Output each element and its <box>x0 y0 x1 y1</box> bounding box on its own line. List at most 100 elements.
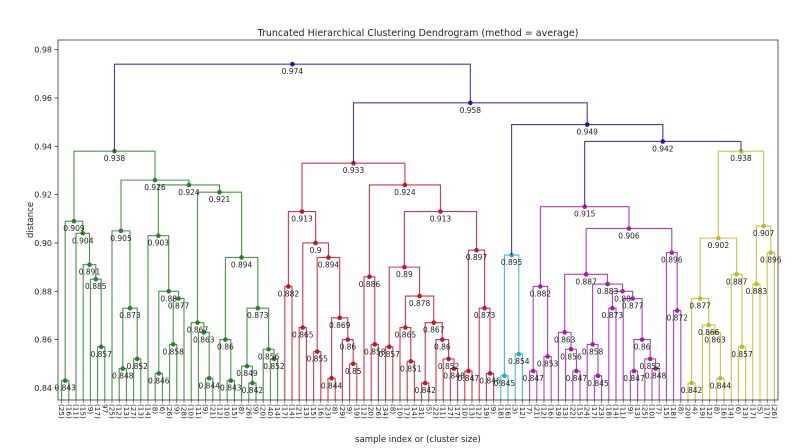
leaf-label: (24) <box>583 404 592 419</box>
merge-distance-label: 0.974 <box>282 67 304 76</box>
merge-distance-label: 0.88 <box>160 294 177 303</box>
merge-distance-label: 0.921 <box>209 195 231 204</box>
leaf-label: (15) <box>576 404 585 419</box>
merge-point <box>718 375 723 381</box>
dendrogram-link <box>665 252 678 400</box>
merge-distance-label: 0.844 <box>710 381 732 390</box>
merge-distance-label: 0.904 <box>72 236 94 245</box>
merge-distance-label: 0.933 <box>343 166 365 175</box>
merge-distance-label: 0.854 <box>508 357 530 366</box>
leaf-label: (10) <box>223 404 232 419</box>
leaf-label: (9) <box>626 404 635 414</box>
merge-distance-label: 0.863 <box>554 335 576 344</box>
merge-distance-label: 0.845 <box>587 379 609 388</box>
merge-distance-label: 0.844 <box>198 381 220 390</box>
merge-point <box>286 284 291 289</box>
merge-point <box>568 346 574 352</box>
leaf-label: (21) <box>208 404 217 419</box>
leaf-label: (16) <box>64 404 73 419</box>
leaf-label: (15) <box>79 404 88 419</box>
merge-distance-label: 0.896 <box>760 256 782 265</box>
merge-distance-label: 0.858 <box>364 347 386 356</box>
leaf-label: (9) <box>345 404 354 414</box>
y-axis-ticks: 0.84 0.86 0.88 0.90 0.92 0.94 0.96 0.98 <box>34 46 58 393</box>
merge-distance-label: 0.938 <box>104 154 126 163</box>
merge-distance-label: 0.882 <box>278 289 300 298</box>
leaf-labels: (25)(16)(11)(15)(9)(17)97(25)(12)(13)(27… <box>57 400 779 419</box>
merge-point <box>689 380 694 386</box>
merge-distance-label: 0.897 <box>466 253 488 262</box>
leaf-label: (8) <box>676 404 685 414</box>
leaf-label: (25) <box>108 404 117 419</box>
leaf-label: (18) <box>604 404 613 419</box>
leaf-label: (16) <box>504 404 513 419</box>
merge-distance-label: 0.856 <box>560 352 582 361</box>
leaf-label: (16) <box>547 404 556 419</box>
merge-point <box>350 361 356 367</box>
merge-point <box>250 380 255 386</box>
leaf-label: (29) <box>338 404 347 419</box>
leaf-label: (17) <box>763 404 772 419</box>
merge-distance-label: 0.857 <box>90 350 112 359</box>
leaf-label: (28) <box>180 404 189 419</box>
merge-distance-label: 0.852 <box>126 362 148 371</box>
leaf-label: (13) <box>468 404 477 419</box>
merge-distance-label: 0.886 <box>359 280 381 289</box>
leaf-label: (12) <box>360 404 369 419</box>
merge-distance-label: 0.9 <box>310 246 322 255</box>
leaf-label: (20) <box>259 404 268 419</box>
merge-point <box>516 351 522 357</box>
dendrogram-link <box>752 283 761 400</box>
dendrogram-link <box>730 273 743 400</box>
leaf-label: (22) <box>568 404 577 419</box>
dendrogram-link <box>363 276 376 400</box>
merge-distance-label: 0.867 <box>187 326 209 335</box>
merge-point <box>345 337 351 342</box>
dendrogram-link <box>511 124 664 256</box>
merge-distance-label: 0.845 <box>494 379 516 388</box>
dendrogram-link <box>608 307 617 400</box>
y-tick-label: 0.86 <box>34 336 52 345</box>
leaf-label: (19) <box>482 404 491 419</box>
leaf-label: (14) <box>288 404 297 419</box>
merge-distance-label: 0.89 <box>396 270 413 279</box>
merge-point <box>647 356 653 362</box>
dendrogram-link <box>316 256 341 352</box>
leaf-label: (8) <box>237 404 246 414</box>
merge-distance-label: 0.877 <box>689 302 711 311</box>
merge-distance-label: 0.942 <box>652 144 674 153</box>
merge-distance-label: 0.86 <box>217 343 234 352</box>
merge-distance-label: 0.873 <box>474 311 496 320</box>
y-axis-label: distance <box>26 202 36 238</box>
x-axis-label: sample index or (cluster size) <box>355 435 481 445</box>
leaf-label: (9) <box>201 404 210 414</box>
merge-distance-label: 0.843 <box>220 384 242 393</box>
merge-distance-label: 0.867 <box>423 326 445 335</box>
leaf-label: (26) <box>244 404 253 419</box>
merge-point <box>487 371 493 376</box>
merge-distance-label: 0.86 <box>634 343 651 352</box>
leaf-label: (10) <box>396 404 405 419</box>
merge-point <box>166 288 171 294</box>
merge-distance-label: 0.895 <box>501 258 523 267</box>
merge-distance-label: 0.86 <box>434 343 451 352</box>
y-tick-label: 0.96 <box>34 94 52 103</box>
merge-distance-label: 0.887 <box>726 277 748 286</box>
merge-distance-label: 0.846 <box>148 376 170 385</box>
y-tick-label: 0.98 <box>34 46 52 55</box>
merge-distance-label: 0.894 <box>318 260 340 269</box>
leaf-label: (17) <box>453 404 462 419</box>
leaf-label: (5) <box>424 404 433 414</box>
leaf-label: (14) <box>727 404 736 419</box>
merge-distance-label: 0.902 <box>708 241 730 250</box>
dendrogram-link <box>302 242 330 328</box>
leaf-label: (20) <box>367 404 376 419</box>
leaf-label: (12) <box>540 404 549 419</box>
merge-point <box>156 371 162 376</box>
plot-frame <box>57 39 779 401</box>
merge-distance-label: 0.847 <box>623 374 645 383</box>
leaf-label: (27) <box>446 404 455 419</box>
merge-distance-label: 0.924 <box>394 188 416 197</box>
leaf-label: (14) <box>273 404 282 419</box>
leaf-label: (25) <box>640 404 649 419</box>
